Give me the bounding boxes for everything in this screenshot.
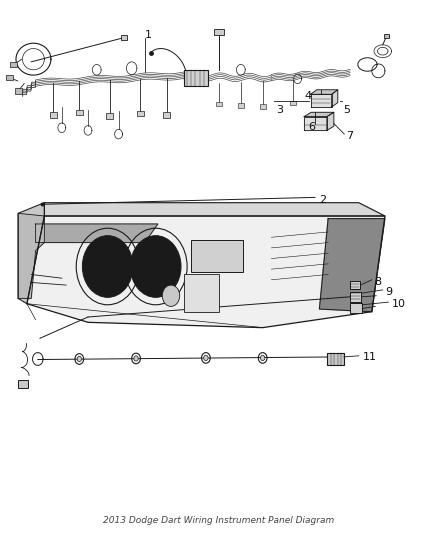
Bar — [191, 240, 243, 272]
Text: 7: 7 — [346, 131, 353, 141]
Bar — [49, 112, 57, 118]
Text: 8: 8 — [374, 278, 381, 287]
Bar — [384, 34, 389, 38]
Circle shape — [131, 236, 181, 297]
Bar — [238, 103, 244, 108]
Bar — [290, 101, 296, 106]
Text: 5: 5 — [343, 104, 350, 115]
Text: 4: 4 — [304, 91, 311, 101]
Bar — [327, 353, 344, 365]
Circle shape — [261, 356, 265, 361]
Bar — [6, 75, 13, 80]
Circle shape — [82, 236, 133, 297]
Bar — [216, 102, 222, 107]
Polygon shape — [27, 216, 385, 328]
Text: 1: 1 — [145, 30, 152, 41]
Circle shape — [77, 357, 81, 362]
Bar — [260, 104, 266, 109]
Bar — [350, 303, 362, 313]
Bar — [184, 70, 208, 86]
Polygon shape — [304, 112, 334, 117]
Bar — [11, 62, 17, 67]
Bar — [121, 35, 127, 40]
Bar — [137, 111, 144, 116]
Polygon shape — [18, 203, 44, 304]
Polygon shape — [311, 94, 332, 107]
Bar — [76, 110, 83, 115]
Circle shape — [134, 356, 138, 361]
Bar — [184, 274, 219, 312]
Bar — [350, 281, 360, 289]
Polygon shape — [18, 213, 44, 298]
Bar — [14, 88, 21, 94]
Polygon shape — [44, 203, 385, 216]
Text: 9: 9 — [385, 287, 392, 297]
Polygon shape — [319, 219, 385, 312]
Text: 10: 10 — [392, 298, 406, 309]
Polygon shape — [332, 90, 338, 107]
Bar — [350, 292, 361, 302]
Polygon shape — [35, 224, 158, 243]
Text: 2: 2 — [319, 195, 327, 205]
Bar — [18, 379, 28, 387]
Polygon shape — [304, 117, 327, 131]
Text: 3: 3 — [276, 104, 283, 115]
Text: 11: 11 — [363, 352, 377, 362]
Text: 6: 6 — [308, 122, 315, 132]
Bar — [214, 29, 224, 35]
Circle shape — [162, 285, 180, 306]
Polygon shape — [327, 112, 334, 131]
Circle shape — [204, 356, 208, 361]
Bar — [163, 112, 170, 118]
Bar — [106, 114, 113, 119]
Text: 2013 Dodge Dart Wiring Instrument Panel Diagram: 2013 Dodge Dart Wiring Instrument Panel … — [103, 516, 335, 526]
Polygon shape — [311, 90, 338, 94]
